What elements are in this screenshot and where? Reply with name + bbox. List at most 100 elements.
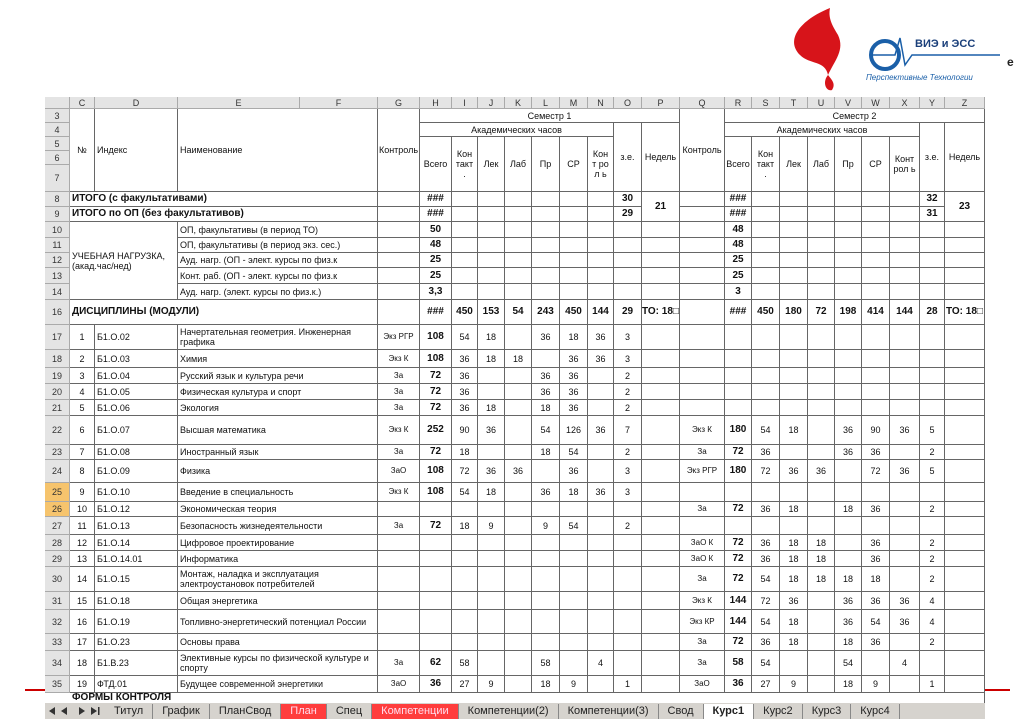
cell: 36 [862, 551, 890, 567]
cell: За [378, 445, 420, 460]
sheet-tab[interactable]: Курс2 [754, 703, 803, 719]
cell: 180 [780, 300, 808, 325]
column-letter: U [808, 97, 835, 109]
cell: 18 [835, 502, 862, 517]
empty-cell [808, 610, 835, 634]
empty-cell [835, 268, 862, 284]
empty-cell [378, 592, 420, 610]
cell: 450 [752, 300, 780, 325]
empty-cell [642, 238, 680, 253]
cell: 36 [752, 445, 780, 460]
sheet-tab[interactable]: Спец [327, 703, 373, 719]
empty-cell [478, 384, 505, 400]
cell: ЗаО К [680, 551, 725, 567]
cell: 18 [780, 634, 808, 651]
empty-cell [532, 268, 560, 284]
empty-cell [808, 222, 835, 238]
cell: Будущее современной энергетики [178, 676, 378, 693]
empty-cell [945, 416, 985, 445]
cell: 25 [725, 253, 752, 268]
empty-cell [680, 400, 725, 416]
empty-cell [945, 325, 985, 350]
sheet-tab[interactable]: Титул [105, 703, 154, 719]
column-letter: N [588, 97, 614, 109]
empty-cell [478, 445, 505, 460]
empty-cell [614, 651, 642, 676]
sheet-tab[interactable]: Компетенции(2) [459, 703, 559, 719]
empty-cell [452, 634, 478, 651]
cell: За [378, 400, 420, 416]
cell: 7 [70, 445, 95, 460]
cell: 36 [560, 368, 588, 384]
sheet-tab[interactable]: ПланСвод [210, 703, 282, 719]
cell: 16 [70, 610, 95, 634]
sheet-tab[interactable]: Компетенции [372, 703, 459, 719]
empty-cell [378, 238, 420, 253]
cell: 144 [588, 300, 614, 325]
sheet-tab[interactable]: План [281, 703, 327, 719]
empty-cell [808, 207, 835, 222]
empty-cell [532, 502, 560, 517]
cell: Б1.О.19 [95, 610, 178, 634]
cell: Физическая культура и спорт [178, 384, 378, 400]
sheet-tab[interactable]: График [153, 703, 210, 719]
empty-cell [890, 400, 920, 416]
cell: 54 [560, 517, 588, 535]
empty-cell [780, 238, 808, 253]
column-letter: E [178, 97, 300, 109]
column-header: Конт рол ь [588, 137, 614, 192]
empty-cell [614, 551, 642, 567]
cell: 180 [725, 416, 752, 445]
empty-cell [862, 350, 890, 368]
cell: 36 [780, 460, 808, 483]
empty-cell [560, 253, 588, 268]
empty-cell [680, 325, 725, 350]
row-number: 23 [45, 445, 70, 460]
cell: 10 [70, 502, 95, 517]
column-header: Кон такт . [452, 137, 478, 192]
sheet-tab[interactable]: Компетенции(3) [559, 703, 659, 719]
empty-cell [588, 502, 614, 517]
tab-nav[interactable] [45, 704, 105, 718]
empty-cell [588, 253, 614, 268]
cell: 3 [614, 460, 642, 483]
empty-cell [945, 238, 985, 253]
cell: 243 [532, 300, 560, 325]
empty-cell [862, 400, 890, 416]
empty-cell [780, 222, 808, 238]
cell: 18 [780, 610, 808, 634]
empty-cell [532, 207, 560, 222]
sheet-tab[interactable]: Курс4 [851, 703, 900, 719]
empty-cell [614, 567, 642, 592]
empty-cell [505, 238, 532, 253]
empty-cell [378, 207, 420, 222]
empty-cell [808, 634, 835, 651]
cell: Экз К [378, 483, 420, 502]
empty-cell [560, 634, 588, 651]
cell: 4 [70, 384, 95, 400]
column-header: Кон такт . [752, 137, 780, 192]
empty-cell [862, 222, 890, 238]
sheet-tab[interactable]: Курс3 [803, 703, 852, 719]
empty-cell [478, 502, 505, 517]
cell: 9 [780, 676, 808, 693]
empty-cell [890, 192, 920, 207]
empty-cell [642, 268, 680, 284]
empty-cell [614, 238, 642, 253]
cell: 450 [560, 300, 588, 325]
empty-cell [452, 610, 478, 634]
empty-cell [560, 284, 588, 300]
empty-cell [378, 222, 420, 238]
cell: 36 [862, 502, 890, 517]
cell: 54 [752, 610, 780, 634]
empty-cell [890, 284, 920, 300]
empty-cell [945, 676, 985, 693]
empty-cell [478, 535, 505, 551]
empty-cell [890, 222, 920, 238]
column-letter: K [505, 97, 532, 109]
cell: 36 [532, 368, 560, 384]
sheet-tab[interactable]: Свод [659, 703, 704, 719]
empty-cell [752, 268, 780, 284]
sheet-tab[interactable]: Курс1 [703, 703, 755, 719]
empty-cell [642, 676, 680, 693]
